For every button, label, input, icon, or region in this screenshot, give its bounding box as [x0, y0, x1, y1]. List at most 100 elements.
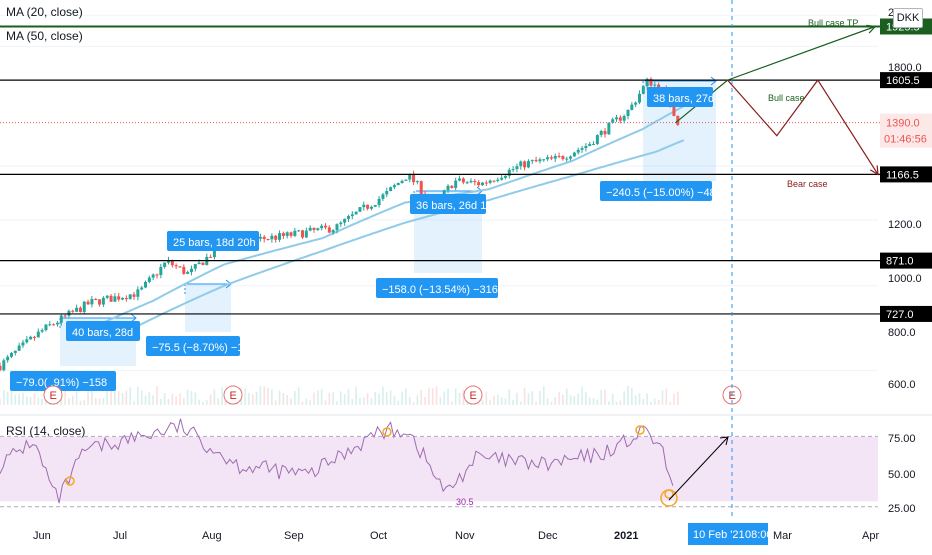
- candle-body: [484, 182, 488, 184]
- candle-body: [630, 104, 634, 110]
- candle-body: [189, 268, 193, 273]
- volume-bar: [340, 391, 342, 405]
- candle-body: [454, 180, 458, 188]
- candle-body: [327, 227, 331, 233]
- volume-bar: [267, 387, 269, 405]
- volume-bar: [539, 390, 541, 405]
- candle-body: [9, 352, 13, 357]
- candle-body: [565, 158, 569, 160]
- volume-bar: [359, 397, 361, 405]
- volume-bar: [33, 393, 36, 405]
- candle-body: [21, 342, 25, 346]
- candle-body: [653, 84, 657, 86]
- volume-bar: [397, 400, 400, 405]
- volume-bar: [71, 395, 74, 405]
- x-axis-tick: Apr: [862, 530, 879, 542]
- arrow-head: [869, 165, 879, 176]
- volume-bar: [665, 388, 668, 405]
- candle-body: [519, 161, 523, 167]
- rsi-legend-label[interactable]: RSI (14, close): [6, 424, 86, 438]
- volume-bar: [347, 389, 350, 405]
- measure-bars-text: 38 bars, 27d: [653, 93, 714, 105]
- arrow-head: [710, 76, 717, 86]
- volume-bar: [654, 398, 656, 405]
- candle-body: [78, 307, 82, 312]
- candle-body: [101, 297, 105, 305]
- measure-zone: [185, 284, 231, 332]
- ma20-legend-label[interactable]: MA (20, close): [6, 5, 83, 19]
- volume-bar: [186, 389, 189, 405]
- candle-body: [136, 289, 140, 297]
- candle-body: [373, 205, 377, 207]
- rsi-axis-tick: 25.00: [888, 503, 916, 515]
- candle-body: [105, 295, 109, 298]
- candle-body: [618, 117, 622, 121]
- ma50-legend-label[interactable]: MA (50, close): [6, 29, 83, 43]
- volume-bar: [416, 395, 419, 405]
- candle-body: [366, 204, 370, 209]
- volume-bar: [255, 391, 258, 405]
- candle-body: [404, 179, 408, 181]
- volume-bar: [485, 391, 488, 405]
- volume-bar: [362, 397, 365, 405]
- volume-bar: [278, 390, 281, 405]
- volume-bar: [447, 388, 449, 405]
- volume-bar: [527, 393, 530, 405]
- candle-body: [209, 256, 213, 258]
- candle-body: [29, 336, 33, 340]
- measure-bars-tag: [410, 194, 486, 214]
- volume-bar: [244, 388, 246, 405]
- volume-bar: [0, 398, 1, 405]
- arrow-head: [719, 436, 729, 446]
- candle-body: [595, 135, 599, 145]
- level-price-label: 1166.5: [880, 166, 932, 183]
- candle-body: [159, 266, 163, 276]
- volume-bar: [646, 393, 648, 405]
- candle-body: [500, 177, 504, 180]
- candle-body: [339, 222, 343, 225]
- volume-bar: [75, 388, 78, 405]
- volume-bar: [424, 396, 426, 405]
- y-axis-tick: 1000.0: [888, 273, 922, 285]
- volume-bar: [569, 395, 572, 405]
- ma20-line: [78, 105, 685, 335]
- volume-bar: [420, 389, 423, 405]
- rsi-marker: [65, 476, 75, 486]
- candle-body: [377, 198, 381, 206]
- candle-body: [13, 350, 17, 353]
- volume-bar: [596, 399, 599, 405]
- volume-bar: [497, 394, 499, 405]
- volume-bar: [412, 401, 415, 405]
- volume-bar: [611, 393, 614, 405]
- candle-body: [584, 146, 588, 149]
- volume-bar: [320, 389, 323, 405]
- volume-bar: [374, 391, 377, 405]
- candle-body: [473, 180, 477, 183]
- volume-bar: [382, 386, 384, 405]
- volume-bar: [102, 398, 105, 405]
- volume-bar: [562, 395, 564, 405]
- candle-body: [304, 230, 308, 238]
- currency-badge[interactable]: DKK: [893, 8, 923, 28]
- last-price-tag: [880, 113, 932, 148]
- candle-body: [155, 274, 159, 276]
- candle-body: [293, 230, 297, 236]
- candle-body: [592, 144, 596, 146]
- candle-body: [553, 155, 557, 159]
- volume-bar: [504, 398, 507, 405]
- volume-bar: [454, 388, 457, 405]
- x-axis-tick: Nov: [455, 530, 475, 542]
- earnings-marker-text: E: [50, 390, 57, 402]
- candle-body: [36, 331, 40, 338]
- volume-bar: [542, 386, 545, 405]
- volume-bar: [94, 398, 97, 405]
- volume-bar: [271, 389, 273, 405]
- volume-bar: [343, 393, 346, 405]
- x-axis-tick: Aug: [202, 530, 222, 542]
- candle-body: [542, 159, 546, 161]
- candle-body: [121, 298, 125, 300]
- candle-body: [109, 295, 113, 302]
- volume-bar: [10, 390, 13, 405]
